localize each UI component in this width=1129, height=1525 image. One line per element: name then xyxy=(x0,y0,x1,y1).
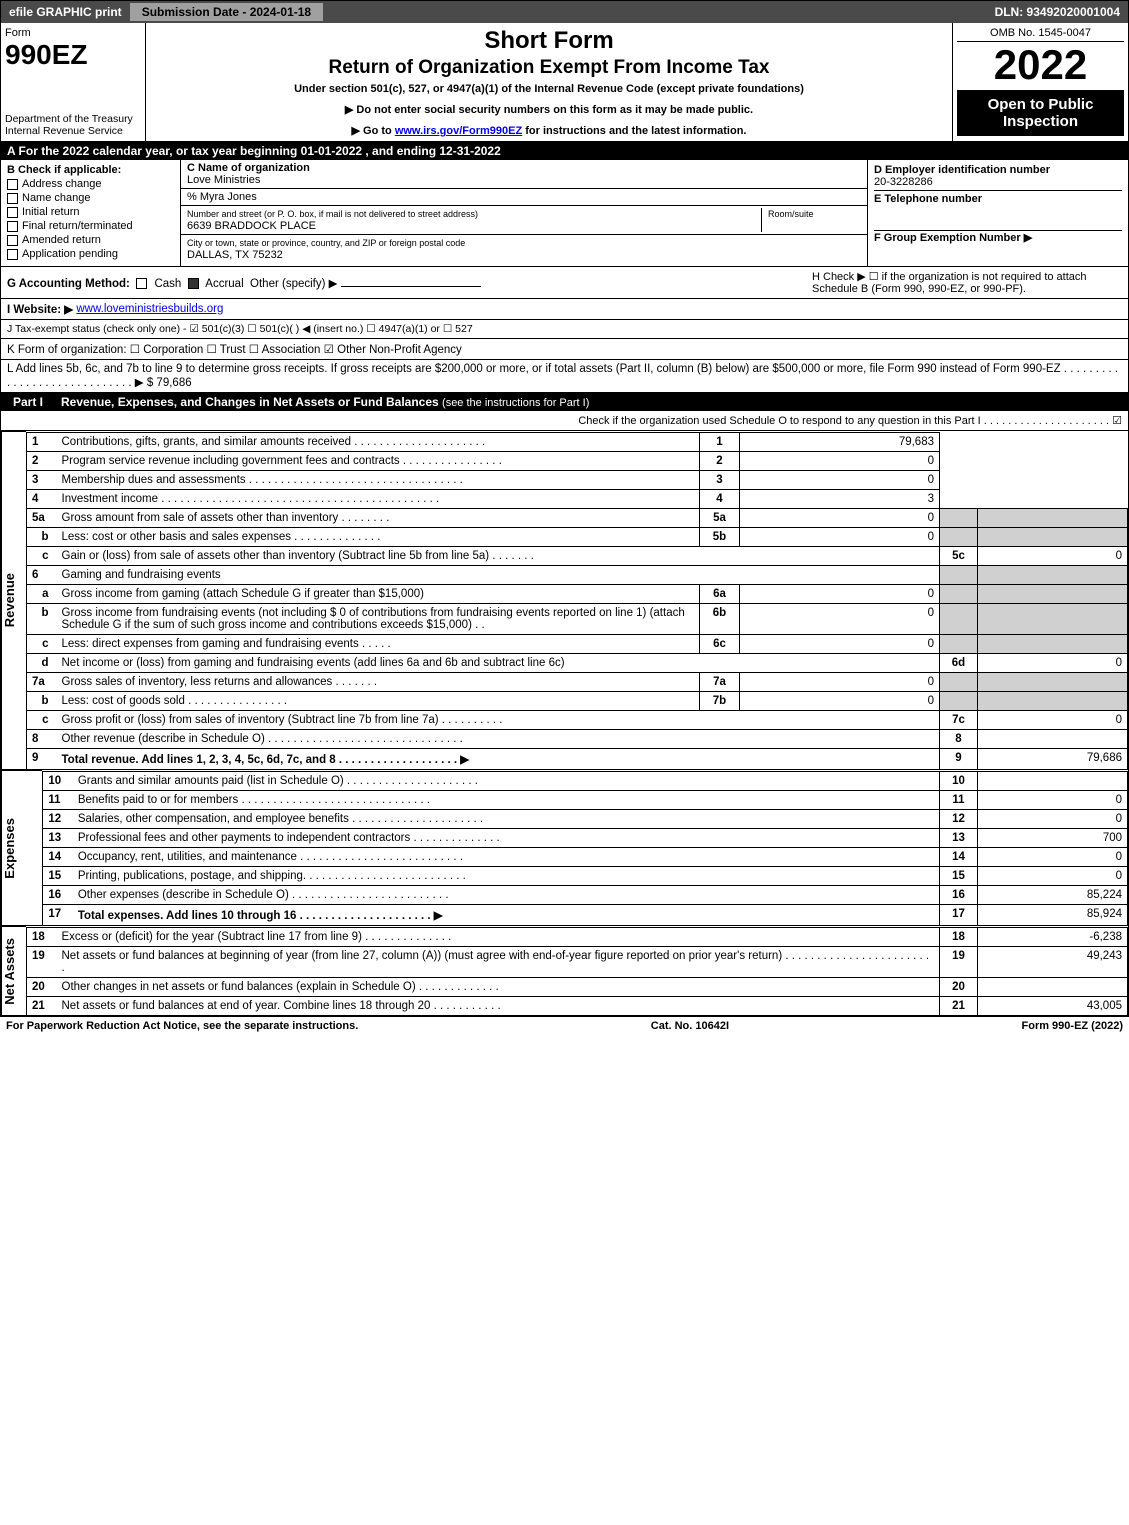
city: DALLAS, TX 75232 xyxy=(187,249,283,261)
vert-netassets: Net Assets xyxy=(2,938,26,1005)
part1-label: Part I xyxy=(5,395,51,409)
cb-final[interactable]: Final return/terminated xyxy=(7,220,174,232)
vert-expenses: Expenses xyxy=(2,818,26,879)
open-public: Open to Public Inspection xyxy=(957,90,1124,136)
i-label: I Website: ▶ xyxy=(7,302,73,316)
form-header: Form 990EZ Department of the Treasury In… xyxy=(1,23,1128,142)
f-label: F Group Exemption Number ▶ xyxy=(874,232,1032,244)
form-word: Form xyxy=(5,27,31,39)
row-i: I Website: ▶ www.loveministriesbuilds.or… xyxy=(1,299,1128,320)
submission-date: Submission Date - 2024-01-18 xyxy=(130,3,323,21)
street-label: Number and street (or P. O. box, if mail… xyxy=(187,209,478,219)
c-label: C Name of organization xyxy=(187,162,310,174)
other-specify-line[interactable] xyxy=(341,286,481,287)
footer-center: Cat. No. 10642I xyxy=(651,1020,729,1032)
form-number: 990EZ xyxy=(5,39,88,70)
cb-amended[interactable]: Amended return xyxy=(7,234,174,246)
dept-label: Department of the Treasury Internal Reve… xyxy=(5,113,141,137)
footer: For Paperwork Reduction Act Notice, see … xyxy=(0,1017,1129,1035)
city-label: City or town, state or province, country… xyxy=(187,238,465,248)
k-text: K Form of organization: ☐ Corporation ☐ … xyxy=(7,342,462,356)
goto-line: ▶ Go to www.irs.gov/Form990EZ for instru… xyxy=(152,124,946,137)
care-of: % Myra Jones xyxy=(181,189,867,206)
goto-pre: ▶ Go to xyxy=(352,125,395,137)
title-short-form: Short Form xyxy=(152,27,946,55)
vert-revenue: Revenue xyxy=(2,573,26,627)
org-name: Love Ministries xyxy=(187,174,260,186)
subtitle: Under section 501(c), 527, or 4947(a)(1)… xyxy=(152,83,946,95)
footer-left: For Paperwork Reduction Act Notice, see … xyxy=(6,1020,358,1032)
website-link[interactable]: www.loveministriesbuilds.org xyxy=(76,303,223,315)
row-l: L Add lines 5b, 6c, and 7b to line 9 to … xyxy=(1,360,1128,393)
part1-header: Part I Revenue, Expenses, and Changes in… xyxy=(1,393,1128,411)
footer-right: Form 990-EZ (2022) xyxy=(1022,1020,1123,1032)
b-label: B Check if applicable: xyxy=(7,164,174,176)
cb-address[interactable]: Address change xyxy=(7,178,174,190)
cb-initial[interactable]: Initial return xyxy=(7,206,174,218)
tax-year: 2022 xyxy=(957,42,1124,88)
warning-ssn: ▶ Do not enter social security numbers o… xyxy=(152,103,946,116)
dln: DLN: 93492020001004 xyxy=(995,5,1128,19)
col-def: D Employer identification number 20-3228… xyxy=(868,160,1128,266)
g-label: G Accounting Method: xyxy=(7,278,130,290)
cb-accrual[interactable] xyxy=(188,278,199,289)
row-gh: G Accounting Method: Cash Accrual Other … xyxy=(1,267,1128,299)
cb-name[interactable]: Name change xyxy=(7,192,174,204)
col-b: B Check if applicable: Address change Na… xyxy=(1,160,181,266)
top-bar: efile GRAPHIC print Submission Date - 20… xyxy=(1,1,1128,23)
info-row: B Check if applicable: Address change Na… xyxy=(1,160,1128,267)
room-label: Room/suite xyxy=(768,209,814,219)
h-text: H Check ▶ ☐ if the organization is not r… xyxy=(812,270,1122,295)
part1-sub: (see the instructions for Part I) xyxy=(442,397,589,409)
ein: 20-3228286 xyxy=(874,176,933,188)
irs-link[interactable]: www.irs.gov/Form990EZ xyxy=(395,125,522,137)
row-k: K Form of organization: ☐ Corporation ☐ … xyxy=(1,339,1128,360)
d-label: D Employer identification number xyxy=(874,164,1050,176)
efile-label: efile GRAPHIC print xyxy=(1,3,130,21)
street: 6639 BRADDOCK PLACE xyxy=(187,220,316,232)
section-a: A For the 2022 calendar year, or tax yea… xyxy=(1,142,1128,160)
part1-title: Revenue, Expenses, and Changes in Net As… xyxy=(61,395,439,409)
part1-table: Revenue 1Contributions, gifts, grants, a… xyxy=(1,431,1128,770)
col-c: C Name of organization Love Ministries %… xyxy=(181,160,868,266)
cb-cash[interactable] xyxy=(136,278,147,289)
form-container: efile GRAPHIC print Submission Date - 20… xyxy=(0,0,1129,1017)
omb-number: OMB No. 1545-0047 xyxy=(957,27,1124,42)
cb-pending[interactable]: Application pending xyxy=(7,248,174,260)
e-label: E Telephone number xyxy=(874,193,982,205)
title-return: Return of Organization Exempt From Incom… xyxy=(152,57,946,79)
part1-checkline: Check if the organization used Schedule … xyxy=(1,411,1128,431)
row-j: J Tax-exempt status (check only one) - ☑… xyxy=(1,320,1128,339)
goto-post: for instructions and the latest informat… xyxy=(522,125,746,137)
